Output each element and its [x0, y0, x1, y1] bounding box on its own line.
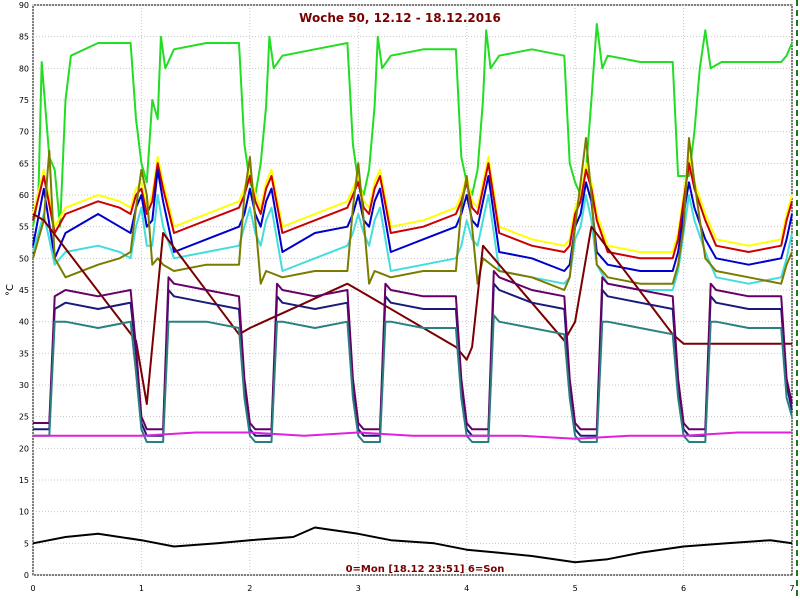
y-tick-label: 85 — [19, 33, 29, 42]
x-tick-label: 5 — [573, 584, 578, 593]
y-tick-label: 90 — [19, 1, 29, 10]
y-tick-label: 65 — [19, 159, 29, 168]
y-tick-label: 60 — [19, 191, 29, 200]
y-tick-label: 40 — [19, 318, 29, 327]
y-tick-label: 75 — [19, 96, 29, 105]
x-tick-label: 2 — [247, 584, 252, 593]
y-tick-label: 5 — [24, 539, 29, 548]
x-tick-label: 3 — [356, 584, 361, 593]
x-tick-label: 4 — [464, 584, 469, 593]
y-tick-label: 30 — [19, 381, 29, 390]
y-tick-label: 25 — [19, 413, 29, 422]
x-axis-label: 0=Mon [18.12 23:51] 6=Son — [346, 564, 505, 575]
series-line-1 — [32, 23, 793, 228]
y-tick-label: 20 — [19, 444, 29, 453]
y-tick-label: 70 — [19, 128, 29, 137]
y-tick-label: 35 — [19, 349, 29, 358]
x-tick-label: 7 — [789, 584, 794, 593]
y-tick-label: 10 — [19, 508, 29, 517]
series-line-9 — [33, 270, 793, 431]
series-line-11 — [33, 431, 792, 440]
y-tick-label: 0 — [24, 571, 29, 580]
series-line-10 — [33, 314, 793, 443]
x-tick-label: 1 — [139, 584, 144, 593]
y-tick-label: 55 — [19, 223, 29, 232]
series-line-6 — [32, 137, 793, 291]
series-line-3 — [32, 162, 793, 260]
series-line-4 — [32, 168, 793, 272]
y-tick-label: 50 — [19, 254, 29, 263]
series-line-8 — [33, 282, 793, 437]
series-line-12 — [32, 526, 793, 564]
x-tick-label: 6 — [681, 584, 686, 593]
grid — [32, 4, 793, 576]
x-tick-label: 0 — [30, 584, 35, 593]
series-lines — [32, 23, 793, 564]
y-tick-label: 45 — [19, 286, 29, 295]
y-tick-label: 15 — [19, 476, 29, 485]
x-axis-ticks: 0 1 2 3 4 5 6 7 — [30, 584, 794, 593]
y-axis-label: °C — [5, 284, 16, 296]
series-line-7 — [32, 213, 792, 405]
y-axis-ticks: 0 5 10 15 20 25 30 35 40 45 50 55 60 65 70 75 80 85 90 — [19, 1, 29, 580]
series-line-5 — [32, 194, 793, 291]
y-tick-label: 80 — [19, 64, 29, 73]
chart-title: Woche 50, 12.12 - 18.12.2016 — [299, 11, 501, 25]
